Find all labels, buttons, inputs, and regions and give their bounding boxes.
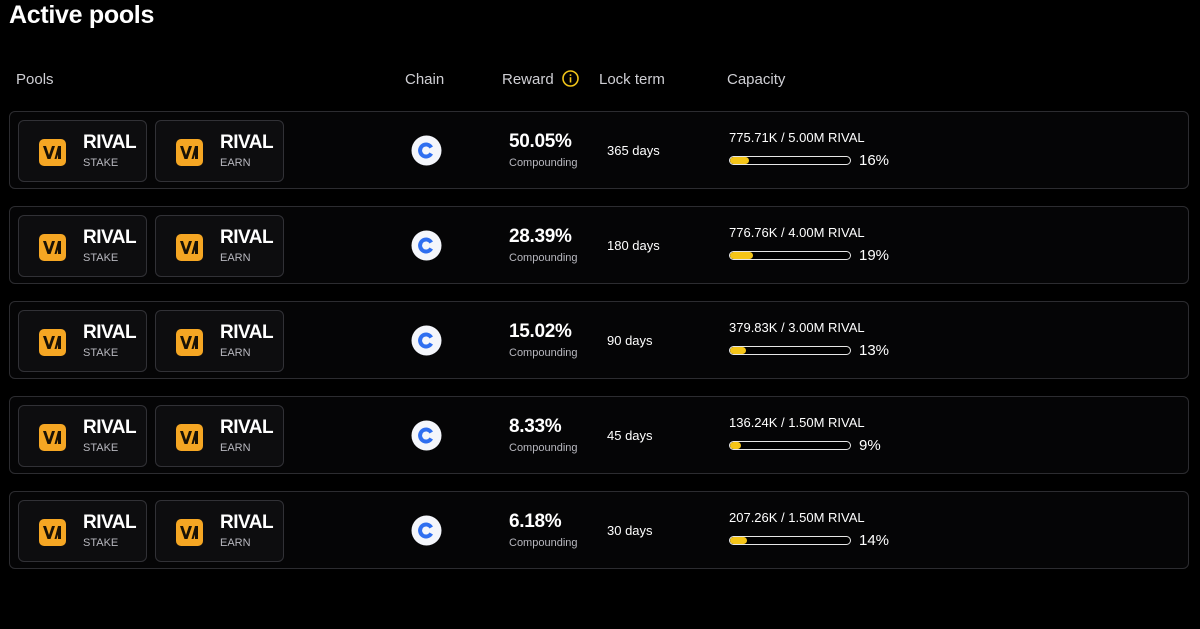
- chain-logo-icon: [411, 325, 442, 356]
- capacity-progress-bar: [729, 536, 851, 545]
- token-name: RIVAL: [83, 132, 137, 153]
- stake-token-card[interactable]: RIVAL STAKE: [18, 310, 147, 372]
- token-name: RIVAL: [83, 512, 137, 533]
- token-name: RIVAL: [220, 132, 274, 153]
- token-name: RIVAL: [220, 227, 274, 248]
- token-name: RIVAL: [83, 417, 137, 438]
- rival-logo-icon: [39, 329, 66, 356]
- earn-token-card[interactable]: RIVAL EARN: [155, 310, 284, 372]
- token-role-label: EARN: [220, 252, 251, 264]
- page-title: Active pools: [9, 1, 155, 29]
- reward-apr: 15.02%: [509, 321, 572, 342]
- token-role-label: STAKE: [83, 252, 119, 264]
- capacity-progress-fill: [730, 442, 741, 449]
- token-role-label: EARN: [220, 537, 251, 549]
- pool-row[interactable]: RIVAL STAKE RIVAL EARN 15.02%: [9, 301, 1189, 379]
- column-header-chain: Chain: [405, 71, 445, 88]
- reward-apr: 6.18%: [509, 511, 562, 532]
- pool-row[interactable]: RIVAL STAKE RIVAL EARN 8.33%: [9, 396, 1189, 474]
- capacity-progress-fill: [730, 157, 750, 164]
- chain-logo-icon: [411, 135, 442, 166]
- stake-token-card[interactable]: RIVAL STAKE: [18, 120, 147, 182]
- column-header-pools: Pools: [16, 71, 54, 88]
- capacity-progress-fill: [730, 537, 747, 544]
- lock-term: 180 days: [607, 238, 660, 253]
- rival-logo-icon: [39, 424, 66, 451]
- chain-logo-icon: [411, 230, 442, 261]
- token-role-label: EARN: [220, 157, 251, 169]
- token-role-label: EARN: [220, 442, 251, 454]
- pool-row[interactable]: RIVAL STAKE RIVAL EARN 28.39%: [9, 206, 1189, 284]
- lock-term: 365 days: [607, 143, 660, 158]
- info-icon[interactable]: [562, 70, 579, 87]
- earn-token-card[interactable]: RIVAL EARN: [155, 215, 284, 277]
- column-header-capacity: Capacity: [727, 71, 786, 88]
- rival-logo-icon: [39, 139, 66, 166]
- token-role-label: STAKE: [83, 442, 119, 454]
- earn-token-card[interactable]: RIVAL EARN: [155, 500, 284, 562]
- chain-logo-icon: [411, 515, 442, 546]
- reward-apr: 28.39%: [509, 226, 572, 247]
- rival-logo-icon: [39, 519, 66, 546]
- lock-term: 30 days: [607, 523, 653, 538]
- token-name: RIVAL: [220, 512, 274, 533]
- stake-token-card[interactable]: RIVAL STAKE: [18, 405, 147, 467]
- reward-apr: 50.05%: [509, 131, 572, 152]
- earn-token-card[interactable]: RIVAL EARN: [155, 120, 284, 182]
- pool-row[interactable]: RIVAL STAKE RIVAL EARN 50.05%: [9, 111, 1189, 189]
- rival-logo-icon: [39, 234, 66, 261]
- token-role-label: STAKE: [83, 537, 119, 549]
- capacity-progress-bar: [729, 441, 851, 450]
- column-header-reward: Reward: [502, 71, 554, 88]
- token-name: RIVAL: [220, 322, 274, 343]
- reward-type: Compounding: [509, 537, 578, 549]
- rival-logo-icon: [176, 139, 203, 166]
- rival-logo-icon: [176, 234, 203, 261]
- reward-apr: 8.33%: [509, 416, 562, 437]
- chain-logo-icon: [411, 420, 442, 451]
- capacity-amount: 775.71K / 5.00M RIVAL: [729, 130, 865, 145]
- token-name: RIVAL: [83, 227, 137, 248]
- stake-token-card[interactable]: RIVAL STAKE: [18, 215, 147, 277]
- reward-type: Compounding: [509, 157, 578, 169]
- token-name: RIVAL: [83, 322, 137, 343]
- capacity-amount: 379.83K / 3.00M RIVAL: [729, 320, 865, 335]
- capacity-percent: 19%: [859, 247, 890, 264]
- earn-token-card[interactable]: RIVAL EARN: [155, 405, 284, 467]
- capacity-progress-bar: [729, 251, 851, 260]
- token-name: RIVAL: [220, 417, 274, 438]
- capacity-percent: 16%: [859, 152, 890, 169]
- capacity-amount: 136.24K / 1.50M RIVAL: [729, 415, 865, 430]
- capacity-amount: 207.26K / 1.50M RIVAL: [729, 510, 865, 525]
- token-role-label: STAKE: [83, 347, 119, 359]
- capacity-percent: 14%: [859, 532, 890, 549]
- capacity-progress-bar: [729, 156, 851, 165]
- stake-token-card[interactable]: RIVAL STAKE: [18, 500, 147, 562]
- capacity-progress-bar: [729, 346, 851, 355]
- rival-logo-icon: [176, 424, 203, 451]
- capacity-amount: 776.76K / 4.00M RIVAL: [729, 225, 865, 240]
- reward-type: Compounding: [509, 347, 578, 359]
- token-role-label: EARN: [220, 347, 251, 359]
- rival-logo-icon: [176, 519, 203, 546]
- lock-term: 45 days: [607, 428, 653, 443]
- lock-term: 90 days: [607, 333, 653, 348]
- reward-type: Compounding: [509, 252, 578, 264]
- capacity-percent: 9%: [859, 437, 881, 454]
- token-role-label: STAKE: [83, 157, 119, 169]
- capacity-progress-fill: [730, 347, 746, 354]
- rival-logo-icon: [176, 329, 203, 356]
- column-header-lock-term: Lock term: [599, 71, 665, 88]
- pool-row[interactable]: RIVAL STAKE RIVAL EARN 6.18%: [9, 491, 1189, 569]
- capacity-progress-fill: [730, 252, 753, 259]
- capacity-percent: 13%: [859, 342, 890, 359]
- reward-type: Compounding: [509, 442, 578, 454]
